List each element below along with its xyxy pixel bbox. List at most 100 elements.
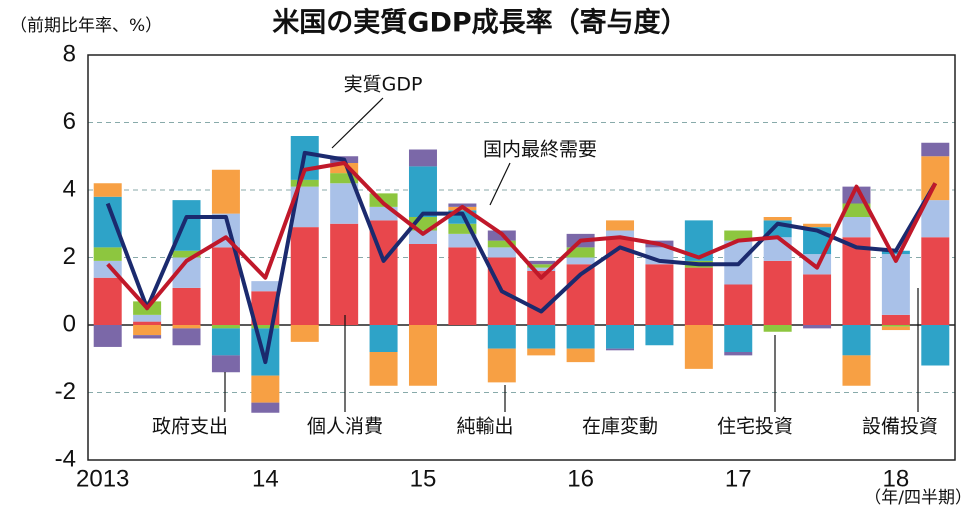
- bar-segment: [842, 217, 871, 238]
- bar-segment: [330, 173, 359, 184]
- bar-segment: [881, 254, 910, 315]
- bar-segment: [645, 264, 674, 325]
- bar-segment: [290, 325, 319, 342]
- bar-segment: [921, 325, 950, 366]
- bar-segment: [369, 325, 398, 352]
- bar-segment: [330, 223, 359, 325]
- bar-segment: [93, 277, 122, 325]
- x-tick-label: 16: [567, 465, 594, 492]
- bar-segment: [133, 321, 162, 325]
- bar-segment: [290, 179, 319, 187]
- bar-segment: [448, 247, 477, 325]
- bar-segment: [684, 325, 713, 369]
- bar-segment: [606, 220, 635, 231]
- bar-segment: [921, 156, 950, 201]
- bar-segment: [921, 142, 950, 157]
- bar-segment: [369, 352, 398, 386]
- leader-line: [489, 162, 511, 206]
- y-tick-label: -4: [55, 445, 76, 472]
- bar-segment: [684, 267, 713, 325]
- bar-segment: [211, 325, 240, 329]
- plot-frame: [87, 54, 956, 461]
- bar-segment: [330, 183, 359, 224]
- y-tick-label: 6: [63, 108, 76, 135]
- bar-segment: [487, 325, 516, 349]
- bar-segment: [290, 227, 319, 325]
- bar-segment: [763, 237, 792, 261]
- bar-segment: [172, 325, 201, 329]
- bar-segment: [408, 230, 437, 244]
- bar-segment: [251, 402, 280, 413]
- bar-segment: [408, 244, 437, 325]
- annotation: 個人消費: [307, 416, 383, 438]
- annotation: 住宅投資: [717, 416, 793, 438]
- bar-segment: [842, 203, 871, 217]
- y-axis-label: （前期比年率、%）: [10, 16, 162, 36]
- x-axis-label: （年/四半期）: [864, 488, 972, 508]
- annotation: 在庫変動: [582, 416, 658, 438]
- bar-segment: [93, 325, 122, 347]
- bar-segment: [566, 348, 595, 363]
- y-tick-label: 4: [63, 175, 76, 202]
- bar-segment: [921, 237, 950, 325]
- x-tick-label: 2013: [76, 465, 129, 492]
- annotation: 実質GDP: [344, 74, 423, 96]
- bar-segment: [211, 355, 240, 373]
- bar-segment: [487, 348, 516, 383]
- bar-segment: [645, 325, 674, 346]
- bar-segment: [842, 325, 871, 356]
- bar-segment: [448, 233, 477, 248]
- x-tick-label: 17: [725, 465, 752, 492]
- y-tick-label: 2: [63, 243, 76, 270]
- bar-segment: [172, 287, 201, 325]
- annotation: 設備投資: [862, 416, 938, 438]
- bar-segment: [803, 274, 832, 325]
- y-tick-label: -2: [55, 378, 76, 405]
- bar-segment: [803, 223, 832, 228]
- bar-segment: [211, 247, 240, 325]
- bar-segment: [527, 264, 556, 268]
- line-series: [105, 150, 938, 365]
- bar-segment: [842, 355, 871, 386]
- y-tick-label: 8: [63, 40, 76, 67]
- bar-segment: [606, 230, 635, 238]
- bar-segment: [408, 166, 437, 217]
- chart-title: 米国の実質GDP成長率（寄与度）: [272, 7, 687, 39]
- annotation: 政府支出: [152, 416, 228, 438]
- y-tick-label: 0: [63, 310, 76, 337]
- bar-segment: [133, 335, 162, 339]
- bar-segment: [606, 348, 635, 351]
- bar-segment: [172, 328, 201, 346]
- bar-segment: [881, 314, 910, 325]
- bar-segment: [93, 183, 122, 197]
- bar-segment: [527, 267, 556, 271]
- bar-segment: [527, 260, 556, 265]
- bar-segment: [763, 217, 792, 221]
- x-tick-label: 18: [883, 465, 910, 492]
- bar-segment: [172, 250, 201, 258]
- bar-segment: [527, 348, 556, 356]
- bar-segment: [251, 375, 280, 403]
- bar-segment: [842, 237, 871, 325]
- bar-segment: [724, 230, 753, 241]
- bar-segment: [211, 328, 240, 356]
- leader-line: [331, 97, 384, 149]
- bar-segment: [487, 247, 516, 258]
- bar-segment: [763, 260, 792, 325]
- bar-segment: [527, 325, 556, 349]
- bar-segment: [724, 284, 753, 325]
- bar-segment: [487, 240, 516, 248]
- bar-segment: [211, 169, 240, 214]
- line-series: [106, 161, 938, 311]
- bar-segment: [881, 325, 910, 327]
- bar-segment: [566, 247, 595, 258]
- bar-segment: [566, 257, 595, 265]
- bar-segment: [448, 223, 477, 234]
- bar-segment: [921, 200, 950, 238]
- bar-segment: [566, 325, 595, 349]
- x-tick-label: 15: [410, 465, 437, 492]
- bar-segment: [251, 281, 280, 292]
- bar-segment: [803, 325, 832, 329]
- bar-segment: [527, 271, 556, 325]
